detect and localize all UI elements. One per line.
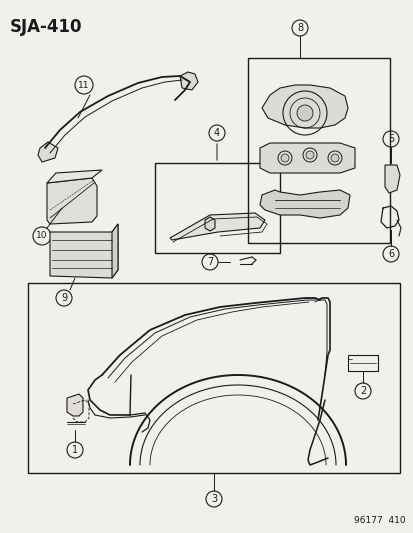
Polygon shape [204,217,214,231]
Polygon shape [47,170,102,183]
Polygon shape [38,142,58,162]
Text: 96177  410: 96177 410 [354,516,405,525]
Circle shape [280,154,288,162]
Circle shape [305,151,313,159]
Circle shape [330,154,338,162]
Polygon shape [384,165,399,193]
Polygon shape [259,143,354,173]
Text: 1: 1 [72,445,78,455]
Text: 11: 11 [78,80,90,90]
Text: 3: 3 [211,494,216,504]
Text: 9: 9 [61,293,67,303]
Text: 7: 7 [206,257,213,267]
Bar [347,355,377,371]
Polygon shape [50,224,118,278]
Bar [28,283,399,473]
Bar [154,163,279,253]
Polygon shape [259,190,349,218]
Polygon shape [170,213,264,240]
Polygon shape [112,224,118,278]
Text: 10: 10 [36,231,47,240]
Bar [247,58,389,243]
Text: 4: 4 [214,128,220,138]
Text: 6: 6 [387,249,393,259]
Circle shape [296,105,312,121]
Text: SJA-410: SJA-410 [10,18,82,36]
Polygon shape [47,178,97,224]
Text: 8: 8 [296,23,302,33]
Polygon shape [180,72,197,90]
Polygon shape [67,394,83,416]
Text: 5: 5 [387,134,393,144]
Text: 2: 2 [359,386,365,396]
Polygon shape [261,85,347,128]
